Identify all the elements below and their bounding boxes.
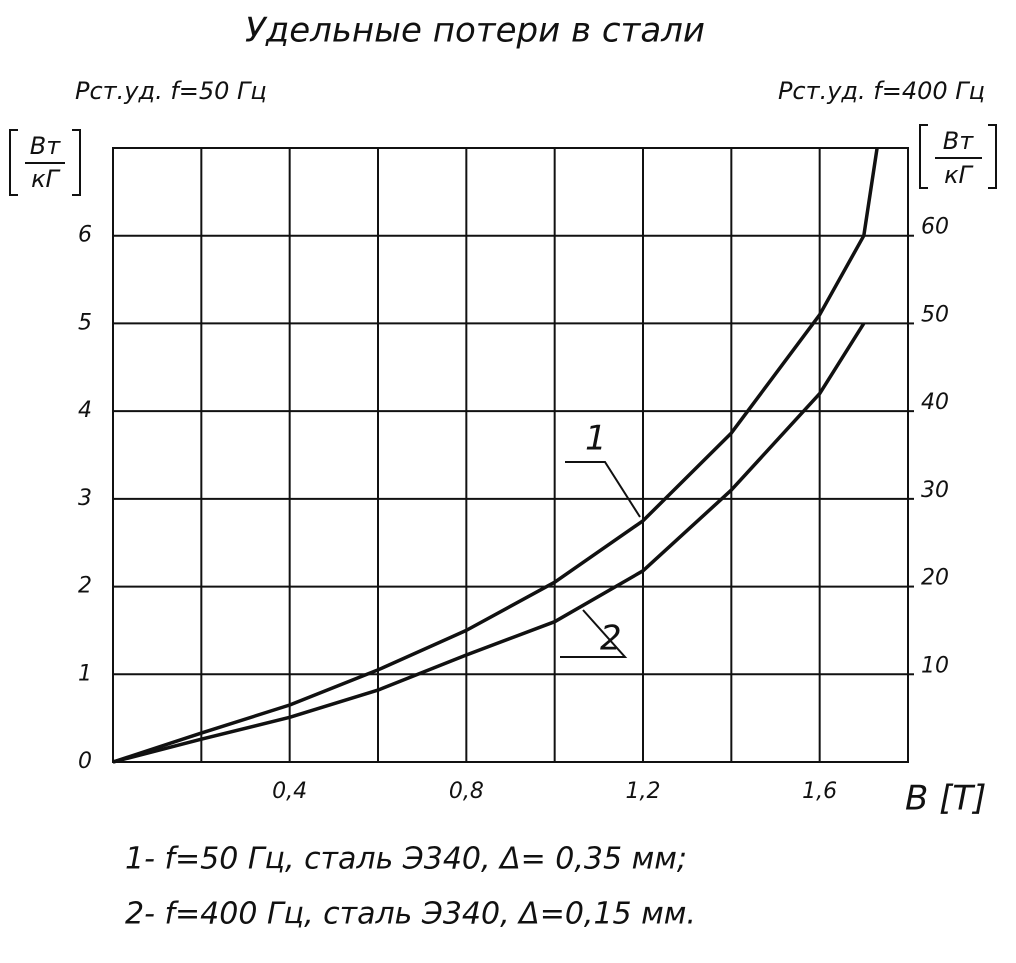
y-tick-label: 4: [78, 398, 92, 423]
chart-title: Удельные потери в стали: [245, 11, 705, 51]
y2-tick-label: 20: [921, 566, 949, 591]
unit-numerator: Вт: [30, 132, 61, 160]
y2-axis-label: Pст.уд. f=400 Гц: [778, 77, 985, 105]
y-tick-label: 5: [78, 310, 92, 335]
y-tick-label: 3: [78, 486, 92, 511]
y2-tick-label: 50: [921, 302, 949, 327]
x-axis-label: B [Т]: [905, 779, 986, 819]
y-tick-label: 2: [78, 574, 92, 599]
annotation-leader: [560, 609, 628, 658]
unit-bracket: [919, 124, 997, 189]
legend-entry: 2- f=400 Гц, сталь Э340, Δ=0,15 мм.: [125, 897, 696, 932]
x-tick-label: 1,2: [626, 779, 661, 804]
y-axis-label: Pст.уд. f=50 Гц: [75, 77, 267, 105]
y2-unit: Вт кГ: [919, 124, 997, 189]
curve: [113, 227, 895, 762]
y2-tick-label: 30: [921, 478, 949, 503]
y-unit: Вт кГ: [9, 129, 81, 196]
x-tick-label: 0,8: [449, 779, 484, 804]
legend-entry: 1- f=50 Гц, сталь Э340, Δ= 0,35 мм;: [125, 842, 687, 877]
unit-denominator: кГ: [31, 165, 60, 193]
y2-tick-label: 60: [921, 215, 949, 240]
curve: [112, 147, 879, 764]
plot-frame: [112, 147, 909, 763]
y-tick-label: 6: [78, 223, 92, 248]
x-tick-label: 1,6: [802, 779, 837, 804]
y2-tick-label: 10: [921, 653, 949, 678]
y-tick-label: 1: [78, 661, 92, 686]
y-tick-label: 0: [78, 749, 92, 774]
unit-numerator: Вт: [943, 127, 974, 155]
annotation-leader: [565, 461, 641, 518]
curve-annotation: 2: [600, 619, 622, 659]
curve-annotation: 1: [585, 419, 607, 459]
unit-bracket: [9, 129, 81, 196]
y2-tick-label: 40: [921, 390, 949, 415]
x-tick-label: 0,4: [272, 779, 307, 804]
unit-denominator: кГ: [944, 161, 973, 189]
